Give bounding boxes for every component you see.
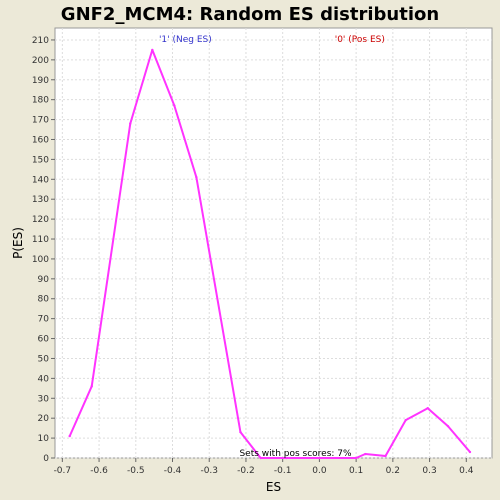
y-tick-label: 160	[32, 135, 49, 145]
x-tick-label: -0.1	[274, 466, 292, 476]
y-tick-label: 60	[38, 335, 50, 345]
data-point	[318, 456, 321, 460]
x-tick-label: -0.7	[54, 466, 72, 476]
data-point	[173, 104, 176, 107]
y-tick-label: 120	[32, 215, 49, 225]
y-tick-label: 30	[38, 394, 50, 404]
data-point	[195, 176, 198, 179]
x-tick-label: -0.4	[164, 466, 182, 476]
data-point	[384, 454, 387, 458]
y-tick-label: 0	[43, 454, 49, 464]
x-tick-label: -0.6	[90, 466, 108, 476]
plot-area	[54, 27, 493, 459]
y-tick-label: 200	[32, 56, 49, 66]
x-axis: -0.7 -0.6 -0.5 -0.4 -0.3 -0.2 -0.1 0.0 0.1 0.2 0.3…	[54, 458, 474, 476]
x-tick-label: 0.3	[422, 466, 436, 476]
data-point	[285, 456, 288, 460]
y-tick-label: 100	[32, 255, 49, 265]
data-point	[404, 418, 407, 422]
pos-es-label: '0' (Pos ES)	[335, 35, 385, 45]
pos-scores-annotation: Sets with pos scores: 7%	[239, 449, 352, 459]
y-tick-label: 150	[32, 155, 49, 165]
x-axis-label: ES	[266, 480, 281, 494]
y-tick-label: 20	[38, 414, 50, 424]
x-tick-label: 0.4	[459, 466, 474, 476]
y-tick-label: 70	[38, 315, 50, 325]
data-point	[259, 456, 262, 460]
x-tick-label: -0.3	[200, 466, 218, 476]
y-tick-label: 80	[38, 295, 50, 305]
y-tick-label: 40	[38, 374, 50, 384]
data-point	[446, 424, 450, 428]
y-tick-label: 190	[32, 76, 49, 86]
data-point	[129, 122, 132, 125]
data-point	[354, 456, 358, 460]
x-tick-label: -0.2	[237, 466, 255, 476]
y-tick-label: 210	[32, 36, 49, 46]
x-tick-label: -0.5	[127, 466, 145, 476]
data-point	[239, 430, 242, 434]
data-point	[426, 407, 429, 410]
data-point	[151, 48, 154, 52]
y-axis-label: P(ES)	[11, 227, 25, 259]
x-tick-label: 0.2	[386, 466, 400, 476]
x-tick-label: 0.1	[349, 466, 363, 476]
data-point	[364, 452, 367, 456]
y-tick-label: 110	[32, 235, 49, 245]
y-tick-label: 170	[32, 116, 49, 126]
y-tick-label: 130	[32, 195, 49, 205]
chart-title: GNF2_MCM4: Random ES distribution	[61, 4, 439, 25]
data-point	[468, 450, 472, 454]
y-tick-label: 180	[32, 96, 49, 106]
data-point	[90, 385, 93, 388]
neg-es-label: '1' (Neg ES)	[159, 35, 212, 45]
y-tick-label: 90	[38, 275, 50, 285]
y-tick-label: 140	[32, 175, 49, 185]
y-tick-label: 50	[38, 354, 50, 364]
y-axis: 0 10 20 30 40 50 60 70 80 90 100 110 120 130 140 150 160…	[32, 36, 55, 464]
x-tick-label: 0.0	[312, 466, 327, 476]
data-point	[68, 434, 71, 438]
series-group	[68, 48, 472, 460]
y-tick-label: 10	[38, 434, 50, 444]
